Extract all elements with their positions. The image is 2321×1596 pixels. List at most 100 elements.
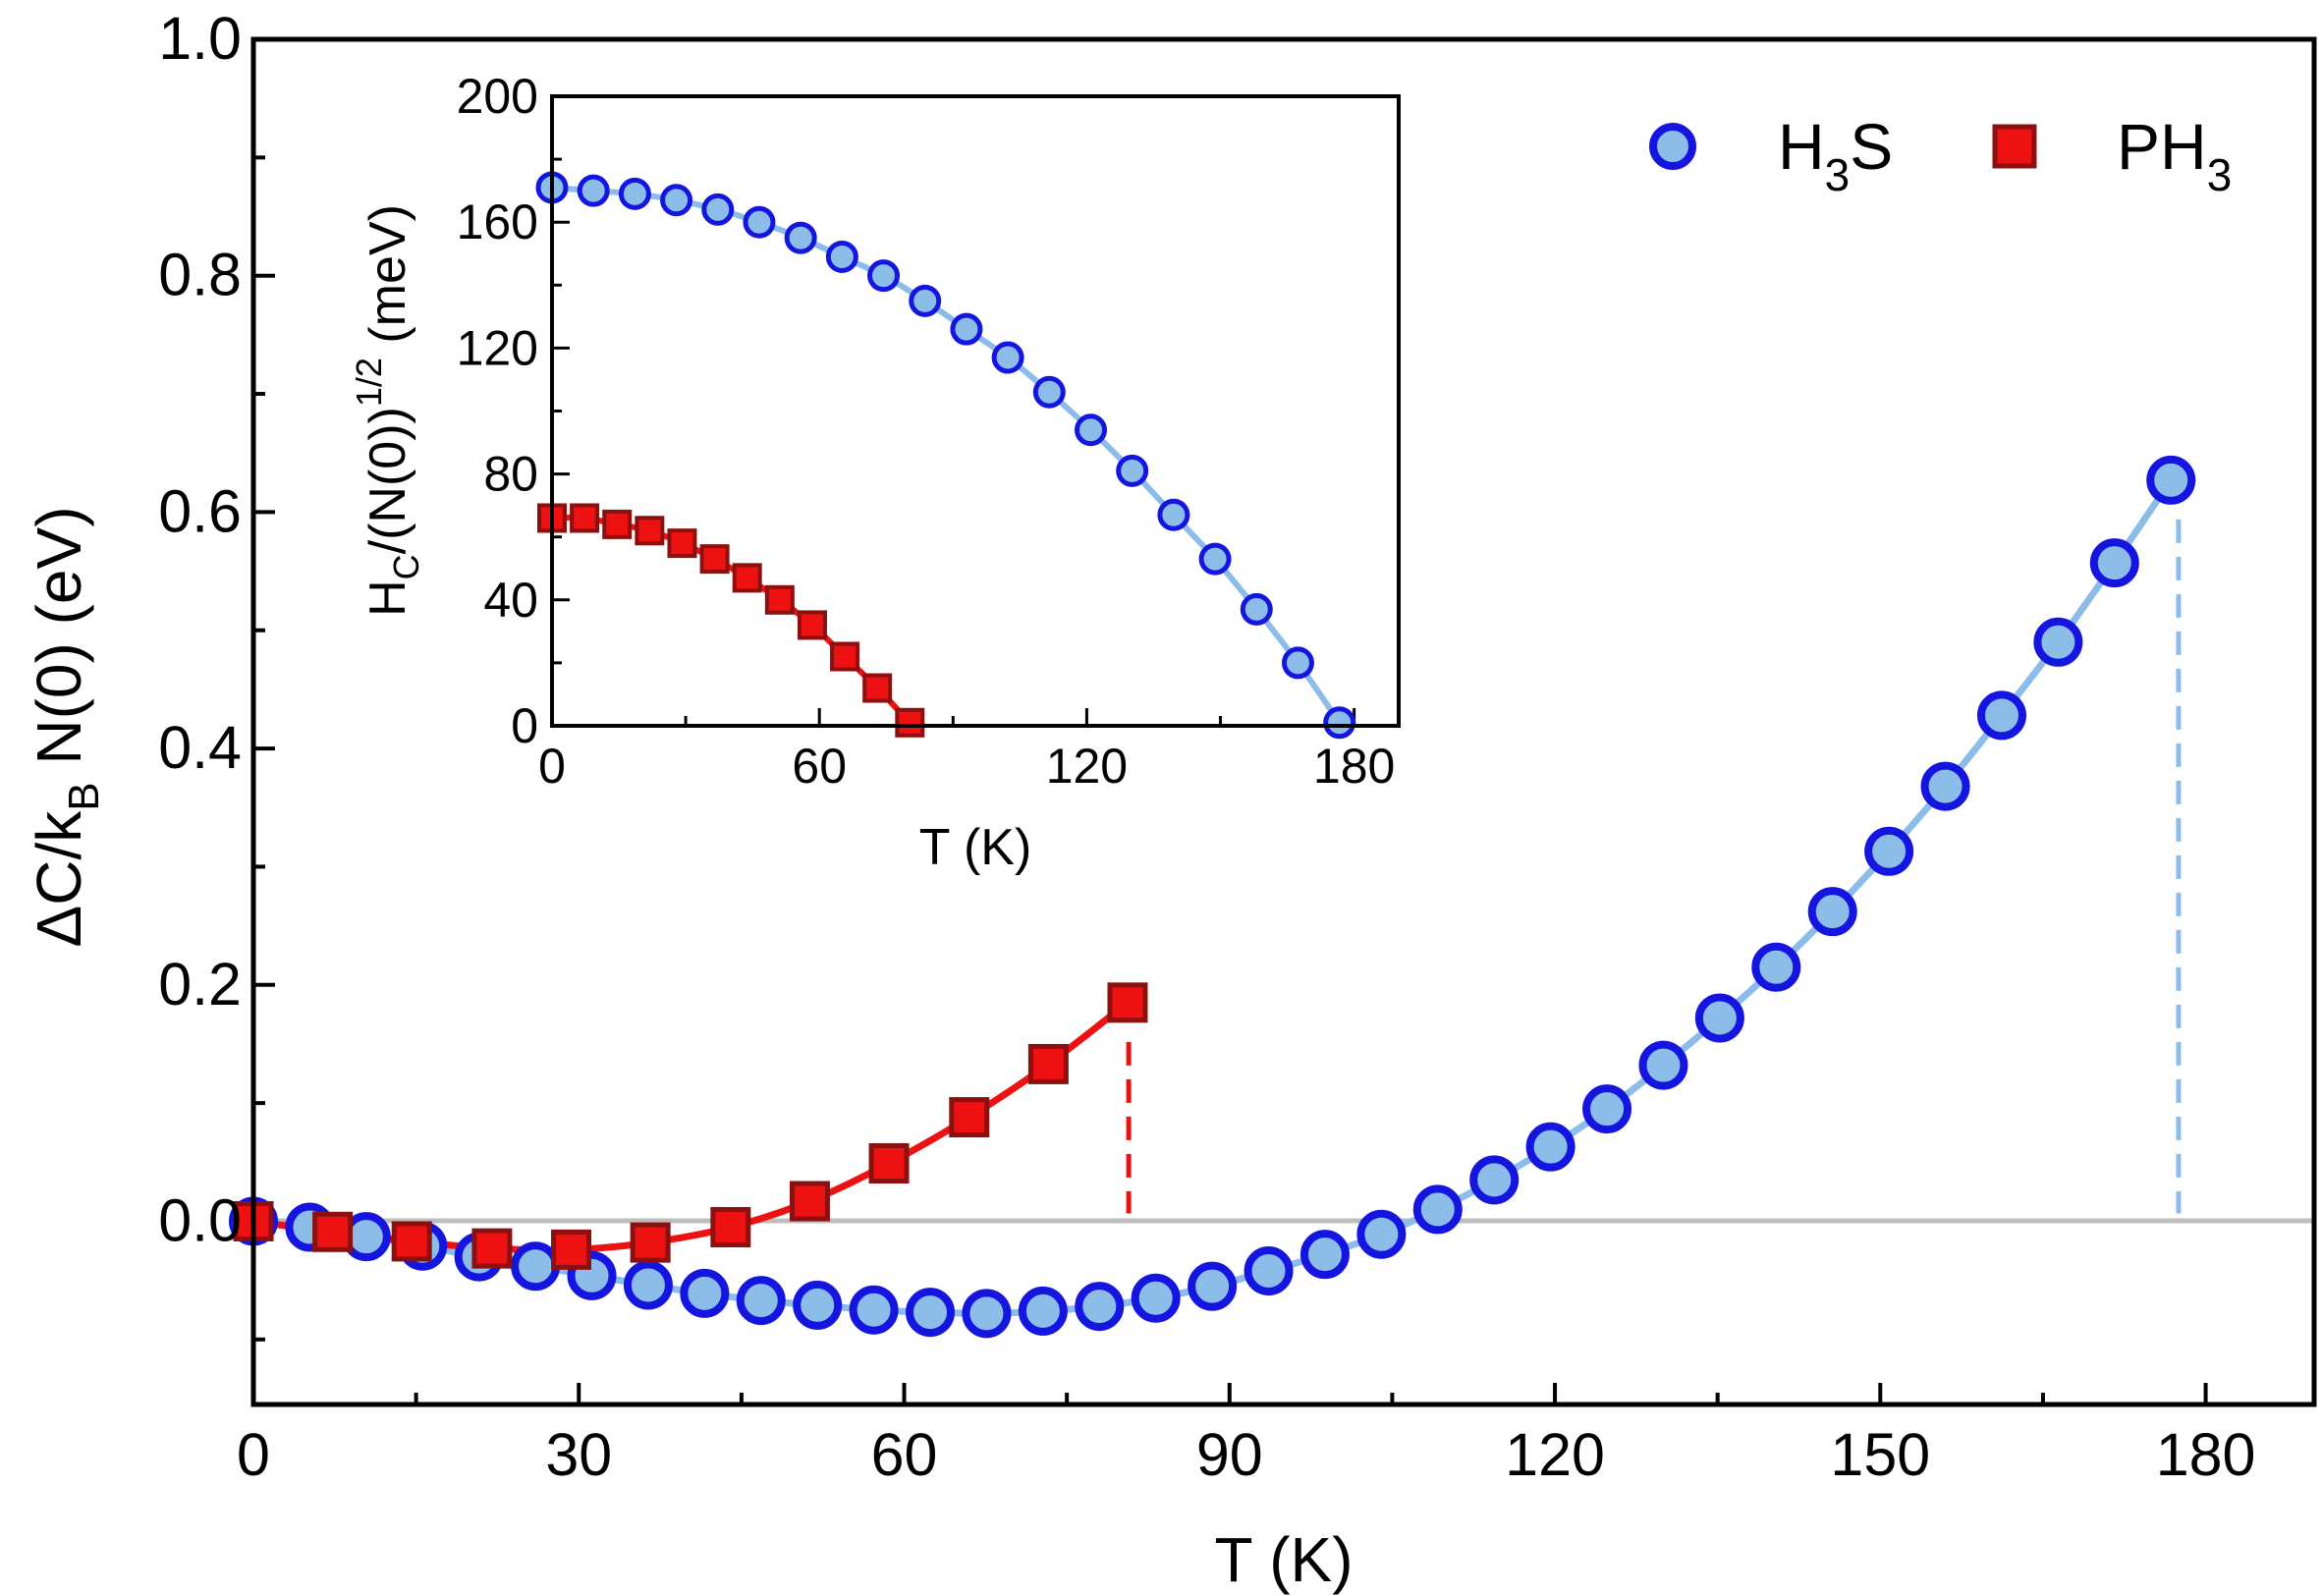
main-y-tick-label: 0.2 [158,951,242,1018]
main-point-ph3 [1107,982,1148,1023]
main-point-ph3 [949,1097,990,1138]
main-point-ph3 [868,1142,910,1183]
main-point-h3s [1469,1155,1520,1205]
inset-point-h3s [991,341,1024,374]
inset-point-h3s [743,205,776,239]
inset-point-h3s [701,193,735,226]
main-point-h3s [2089,538,2139,588]
main-fit-line-ph3 [252,1000,1131,1254]
main-point-h3s [1243,1246,1294,1296]
legend-label-h3s: H3S [1778,110,1893,200]
inset-point-h3s [825,240,858,273]
main-x-tick-label-120: 120 [1505,1421,1605,1488]
main-y-tick-label: 1.0 [158,5,242,72]
inset-point-h3s [1157,498,1190,531]
legend: H3S PH3 [1649,110,2232,200]
inset-y-axis-title: HC/(N(0))1/2 (meV) [349,204,426,617]
inset-point-h3s [909,284,942,317]
main-point-h3s [1075,1282,1125,1332]
main-y-tick-label: 0.6 [158,477,242,544]
main-point-h3s [1694,993,1744,1043]
main-point-ph3 [471,1228,513,1269]
main-point-h3s [793,1280,843,1330]
main-data-points [229,455,2196,1339]
inset-point-h3s [1116,454,1149,487]
main-x-tick-label-150: 150 [1830,1421,1930,1488]
inset-point-h3s [660,184,693,217]
main-point-h3s [1356,1209,1407,1259]
inset-point-h3s [1281,646,1314,680]
inset-point-ph3 [635,516,665,546]
main-point-h3s [1638,1040,1688,1090]
inset-point-h3s [1032,375,1066,409]
inset-point-h3s [1323,706,1356,740]
inset-point-h3s [867,259,901,293]
inset-x-axis-title: T (K) [919,819,1032,876]
main-point-h3s [1131,1273,1181,1323]
main-point-h3s [1920,761,1970,811]
inset-x-tick-label: 120 [1046,739,1128,794]
main-tick-labels: 0 30 60 90 120 150 180 0.0 0.2 0.4 0.6 0.8 1.0 [158,5,2255,1488]
main-point-ph3 [1027,1043,1069,1084]
inset-x-tick-label: 180 [1313,739,1395,794]
main-point-ph3 [391,1221,432,1262]
inset-x-tick-label: 60 [792,739,847,794]
inset-point-h3s [784,221,817,254]
inset-x-tick-label: 0 [538,739,566,794]
main-tc-markers [1126,519,2182,1214]
main-x-axis-title: T (K) [1214,1524,1353,1595]
main-point-h3s [962,1289,1012,1339]
inset-point-ph3 [862,673,893,703]
inset-y-tick-label: 80 [483,447,538,502]
main-point-h3s [2033,617,2083,667]
main-point-h3s [1751,942,1801,992]
inset-point-h3s [618,177,651,210]
inset-point-ph3 [830,641,860,672]
inset-plot-frame [550,94,1401,728]
main-point-ph3 [312,1211,354,1252]
inset-point-h3s [1240,592,1273,626]
main-point-h3s [1976,690,2026,741]
main-point-h3s [1525,1122,1575,1172]
inset-point-ph3 [602,509,633,539]
inset-point-ph3 [797,610,827,640]
inset-point-h3s [950,312,983,346]
main-point-h3s [1807,887,1857,937]
main-x-tick-label-180: 180 [2156,1421,2256,1488]
inset-y-tick-label: 40 [483,573,538,628]
inset-y-tick-label: 0 [511,698,538,753]
main-y-tick-label: 0.8 [158,242,242,308]
inset-point-ph3 [699,544,730,575]
main-y-tick-label: 0.4 [158,714,242,781]
inset-point-h3s [1075,413,1108,447]
main-point-h3s [1299,1230,1350,1280]
main-point-h3s [849,1285,899,1335]
main-point-h3s [1018,1286,1068,1336]
main-point-ph3 [789,1181,830,1222]
legend-label-ph3: PH3 [2117,110,2232,200]
main-point-h3s [2146,455,2196,505]
legend-marker-ph3 [1992,124,2037,169]
main-point-ph3 [710,1206,751,1247]
inset-y-tick-label: 200 [457,69,538,124]
main-y-tick-label: 0.0 [158,1186,242,1253]
inset-point-ph3 [764,584,795,615]
main-chart: 0 30 60 90 120 150 180 0.0 0.2 0.4 0.6 0.8 1.0 T (K)… [24,5,2317,1595]
inset-point-ph3 [895,707,925,738]
main-x-tick-label-0: 0 [237,1421,270,1488]
inset-point-ph3 [570,503,600,533]
main-y-axis-title: ΔC/kB N(0) (eV) [24,506,108,947]
main-point-h3s [736,1276,786,1326]
main-point-h3s [511,1241,561,1292]
inset-tick-labels: 0 60 120 180 0 40 80 120 160 200 [457,69,1396,794]
main-x-tick-label-60: 60 [871,1421,938,1488]
inset-chart: 0 60 120 180 0 40 80 120 160 200 T (K) HC/(N(0))1… [349,69,1401,876]
inset-point-h3s [1198,542,1232,576]
main-point-ph3 [551,1229,592,1270]
legend-marker-h3s [1649,123,1696,170]
main-point-ph3 [630,1222,671,1263]
main-point-h3s [1864,826,1914,876]
main-point-h3s [680,1268,730,1318]
main-plot-frame [250,36,2317,1407]
